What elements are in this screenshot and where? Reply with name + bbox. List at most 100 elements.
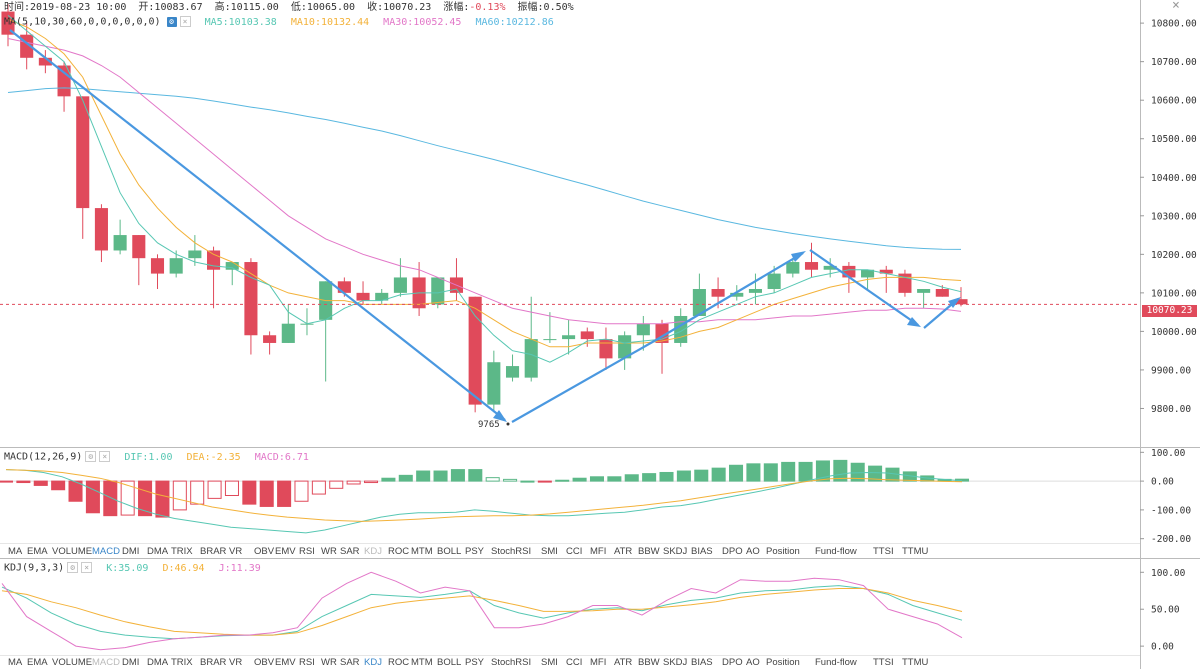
candle-body [487,362,501,405]
tab-kdj[interactable]: KDJ [364,546,382,557]
tab2-trix[interactable]: TRIX [171,657,193,668]
tab2-dma[interactable]: DMA [147,657,169,668]
tab2-psy[interactable]: PSY [465,657,485,668]
tab-obv[interactable]: OBV [254,546,275,557]
tab2-volume[interactable]: VOLUME [52,657,93,668]
tab2-fund-flow[interactable]: Fund-flow [815,657,857,668]
candle-body [375,292,389,301]
tab-macd[interactable]: MACD [92,546,120,557]
tab2-dmi[interactable]: DMI [122,657,140,668]
tab-rsi[interactable]: RSI [299,546,315,557]
macd-settings-icon[interactable]: ⚙ [85,451,97,462]
settings-icon[interactable]: ⚙ [166,16,177,27]
candle-body [150,258,165,274]
hide-icon[interactable]: × [179,16,191,27]
tab-bbw[interactable]: BBW [638,546,660,557]
tab-stochrsi[interactable]: StochRSI [491,546,532,557]
tab-sar[interactable]: SAR [340,546,360,557]
tab-fund-flow[interactable]: Fund-flow [815,546,857,557]
macd-close-icon[interactable]: × [99,451,111,462]
close-icon[interactable]: × [1172,0,1180,13]
tab-mfi[interactable]: MFI [590,546,607,557]
ma30-line [7,38,962,325]
uptrend-arrow-3-head [948,297,961,308]
price-axis-tick-label: 9900.00 [1151,365,1191,376]
macd-bar [833,459,848,482]
tab2-kdj[interactable]: KDJ [364,657,382,668]
tab2-rsi[interactable]: RSI [299,657,315,668]
tab-ema[interactable]: EMA [27,546,48,557]
tab-mtm[interactable]: MTM [411,546,433,557]
tab2-macd[interactable]: MACD [92,657,120,668]
tab2-smi[interactable]: SMI [541,657,558,668]
candle-body [76,96,90,209]
tab-dma[interactable]: DMA [147,546,169,557]
high-label: 高: [214,2,231,13]
ma-params: MA(5,10,30,60,0,0,0,0,0,0) [4,16,161,28]
macd-axis-tick-label: -100.00 [1151,505,1191,516]
tab2-cci[interactable]: CCI [566,657,583,668]
tab-position[interactable]: Position [766,546,800,557]
tab2-stochrsi[interactable]: StochRSI [491,657,532,668]
tab-dpo[interactable]: DPO [722,546,743,557]
tab2-mtm[interactable]: MTM [411,657,433,668]
tab-trix[interactable]: TRIX [171,546,193,557]
tab2-wr[interactable]: WR [321,657,337,668]
candle-body [281,323,295,343]
tab2-bias[interactable]: BIAS [691,657,713,668]
tab-wr[interactable]: WR [321,546,337,557]
macd-bar [259,480,274,507]
price-chart [0,3,1140,413]
tab-emv[interactable]: EMV [275,546,296,557]
tab2-ttsi[interactable]: TTSI [873,657,894,668]
tab2-bbw[interactable]: BBW [638,657,660,668]
k-value: K:35.09 [106,562,149,574]
macd-bar [798,461,813,482]
tab2-boll[interactable]: BOLL [437,657,462,668]
price-axis-tick-label: 9800.00 [1151,404,1191,415]
tab2-obv[interactable]: OBV [254,657,275,668]
tab-boll[interactable]: BOLL [437,546,462,557]
macd-bar [868,465,883,482]
tab-ao[interactable]: AO [746,546,760,557]
tab-dmi[interactable]: DMI [122,546,140,557]
candle-body [636,323,650,336]
time-label: 时间: [4,2,31,13]
tab-psy[interactable]: PSY [465,546,485,557]
tab2-vr[interactable]: VR [229,657,243,668]
tab2-brar[interactable]: BRAR [200,657,227,668]
tab2-ema[interactable]: EMA [27,657,48,668]
candle-body [730,292,744,297]
tab2-ao[interactable]: AO [746,657,760,668]
tab-ma[interactable]: MA [8,546,23,557]
tab-roc[interactable]: ROC [388,546,410,557]
tab-ttmu[interactable]: TTMU [902,546,929,557]
tab-volume[interactable]: VOLUME [52,546,93,557]
tab2-dpo[interactable]: DPO [722,657,743,668]
tab2-atr[interactable]: ATR [614,657,633,668]
tab2-roc[interactable]: ROC [388,657,410,668]
dea-value: DEA:-2.35 [186,451,241,463]
tab2-ttmu[interactable]: TTMU [902,657,929,668]
tab-brar[interactable]: BRAR [200,546,227,557]
tab2-emv[interactable]: EMV [275,657,296,668]
tab-atr[interactable]: ATR [614,546,633,557]
dea-line [5,469,963,522]
tab-cci[interactable]: CCI [566,546,583,557]
tab2-ma[interactable]: MA [8,657,23,668]
kdj-settings-icon[interactable]: ⚙ [67,562,79,573]
kdj-close-icon[interactable]: × [81,562,93,573]
tab2-skdj[interactable]: SKDJ [663,657,688,668]
tab-skdj[interactable]: SKDJ [663,546,688,557]
tab2-position[interactable]: Position [766,657,800,668]
tab2-sar[interactable]: SAR [340,657,360,668]
candle-body [337,281,351,293]
macd-bar [33,480,48,486]
candle-body [618,335,632,359]
tab-bias[interactable]: BIAS [691,546,713,557]
tab-ttsi[interactable]: TTSI [873,546,894,557]
tab2-mfi[interactable]: MFI [590,657,607,668]
tab-smi[interactable]: SMI [541,546,558,557]
tab-vr[interactable]: VR [229,546,243,557]
